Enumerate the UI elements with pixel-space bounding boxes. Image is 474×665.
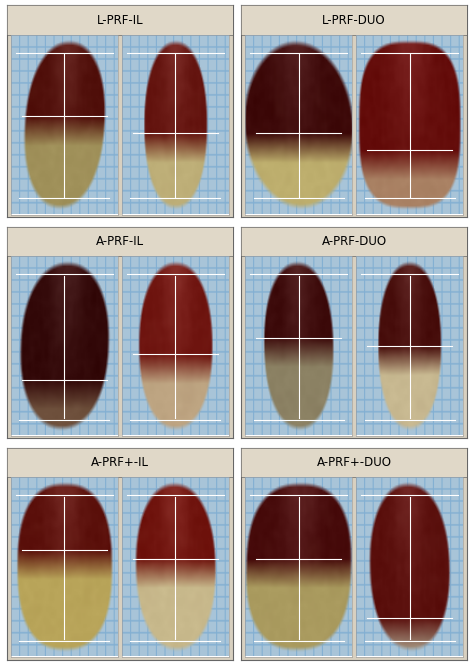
Text: A-PRF+-DUO: A-PRF+-DUO (317, 456, 392, 469)
Text: L-PRF-IL: L-PRF-IL (97, 14, 143, 27)
Text: L-PRF-DUO: L-PRF-DUO (322, 14, 386, 27)
Text: A-PRF-IL: A-PRF-IL (96, 235, 144, 248)
Text: A-PRF-DUO: A-PRF-DUO (321, 235, 387, 248)
Text: A-PRF+-IL: A-PRF+-IL (91, 456, 149, 469)
